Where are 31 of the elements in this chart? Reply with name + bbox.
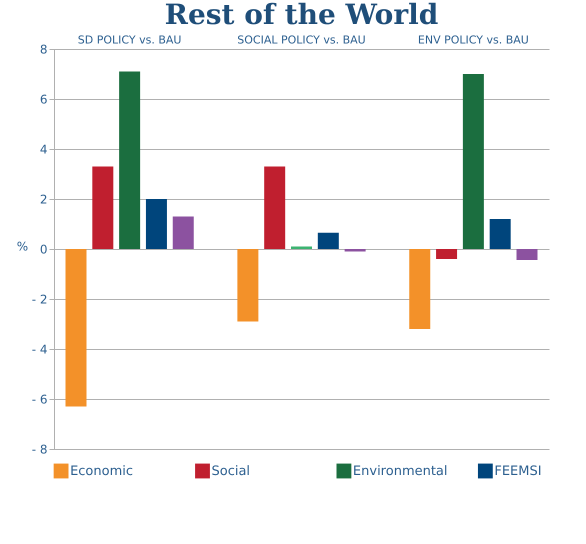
y-tick-label: 6	[40, 92, 48, 106]
chart-title: Rest of the World	[164, 0, 438, 31]
bar	[318, 232, 339, 249]
bar	[119, 72, 140, 249]
y-tick-label: - 4	[32, 342, 48, 356]
bar	[264, 166, 286, 249]
y-tick-label: - 2	[32, 292, 48, 306]
y-tick-label: - 8	[32, 442, 48, 456]
y-tick-label: 0	[40, 242, 48, 256]
bar	[490, 219, 511, 249]
bar	[92, 166, 114, 249]
y-tick-label: 4	[40, 142, 48, 156]
legend-label: Economic	[70, 464, 134, 479]
bar	[237, 249, 258, 322]
bar	[66, 249, 86, 406]
legend-label: Environmental	[352, 464, 448, 479]
y-tick-label: 8	[40, 42, 48, 56]
legend-label: Social	[212, 464, 250, 479]
bar	[172, 216, 194, 249]
x-tick-label: SD POLICY vs. BAU	[78, 34, 182, 46]
bar	[516, 249, 538, 260]
bar	[409, 249, 430, 329]
bar	[146, 199, 167, 249]
x-tick-label: ENV POLICY vs. BAU	[418, 34, 529, 46]
bar	[462, 74, 484, 249]
y-tick-label: 2	[40, 192, 48, 206]
y-tick-label: - 6	[32, 392, 48, 406]
bar	[436, 249, 458, 259]
legend-label: FEEMSI	[494, 464, 542, 479]
x-tick-label: SOCIAL POLICY vs. BAU	[237, 34, 366, 46]
y-axis-title: %	[16, 240, 28, 254]
